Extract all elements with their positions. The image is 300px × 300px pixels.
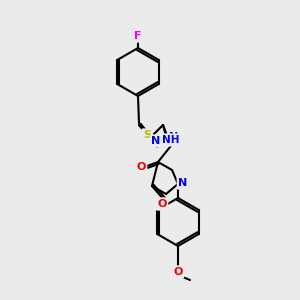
Text: F: F — [134, 31, 142, 41]
Text: N: N — [169, 132, 178, 142]
Text: NH: NH — [162, 135, 180, 145]
Text: O: O — [157, 199, 167, 209]
Text: N: N — [178, 178, 188, 188]
Text: N: N — [152, 136, 160, 146]
Text: O: O — [173, 267, 183, 277]
Text: S: S — [143, 130, 151, 140]
Text: O: O — [136, 162, 146, 172]
